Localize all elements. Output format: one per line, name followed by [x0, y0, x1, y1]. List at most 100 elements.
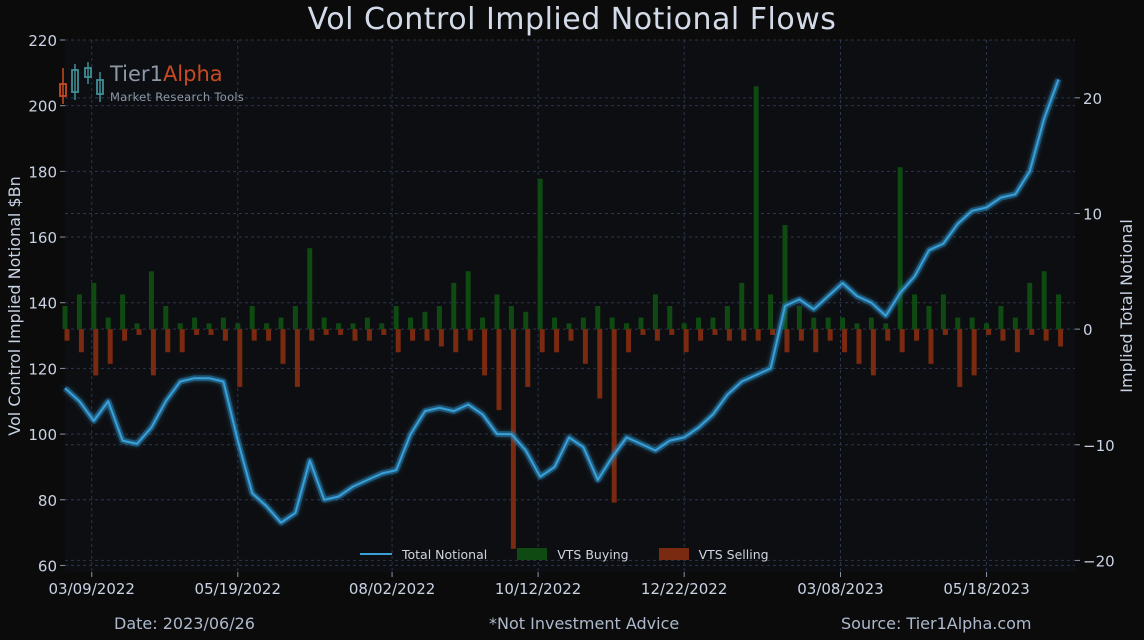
- buying-bar: [652, 294, 658, 330]
- flow-bars: [62, 86, 1064, 549]
- selling-bar: [410, 329, 416, 341]
- selling-bar: [309, 329, 315, 341]
- y-tick-label: 200: [28, 98, 57, 116]
- selling-bar: [626, 329, 632, 353]
- selling-bar: [194, 329, 200, 335]
- buying-bar: [624, 323, 630, 330]
- buying-bar: [969, 317, 975, 330]
- buying-bar: [76, 294, 82, 330]
- selling-bar: [856, 329, 862, 364]
- buying-bar: [105, 317, 111, 330]
- buying-bar: [264, 323, 270, 330]
- selling-bar: [467, 329, 473, 341]
- buying-bar: [379, 323, 385, 330]
- legend-label-selling: VTS Selling: [698, 546, 769, 562]
- buying-bar: [537, 178, 543, 330]
- selling-bar: [352, 329, 358, 341]
- buying-bar: [336, 323, 342, 330]
- axis-ticks: 60 80 100 120 140 160 180 200 220 −20 −10 0 10 20 03/0…: [28, 32, 1114, 598]
- buying-bar: [998, 306, 1004, 330]
- buying-bar: [926, 306, 932, 330]
- selling-bar: [1000, 329, 1006, 341]
- buying-bar: [62, 306, 68, 330]
- y-tick-label: 60: [38, 557, 57, 575]
- footer-date: Date: 2023/06/26: [114, 614, 255, 633]
- legend-buying-swatch: [517, 548, 548, 560]
- buying-bar: [307, 248, 313, 330]
- y-tick-label: 120: [28, 360, 57, 378]
- buying-bar: [782, 225, 788, 330]
- legend: Total Notional VTS Buying VTS Selling: [360, 543, 799, 565]
- buying-bar: [681, 323, 687, 330]
- logo-name-part1: Tier1: [110, 62, 163, 86]
- legend-label-total: Total Notional: [402, 546, 488, 562]
- buying-bar: [710, 317, 716, 330]
- y2-tick-label: 0: [1083, 321, 1093, 339]
- buying-bar: [984, 323, 990, 330]
- logo-name-part2: Alpha: [162, 62, 223, 86]
- buying-bar: [220, 317, 226, 330]
- selling-bar: [1058, 329, 1064, 347]
- buying-bar: [480, 317, 486, 330]
- selling-bar: [683, 329, 689, 353]
- selling-bar: [280, 329, 286, 364]
- selling-bar: [813, 329, 819, 353]
- buying-bar: [408, 317, 414, 330]
- selling-bar: [640, 329, 646, 335]
- selling-bar: [971, 329, 977, 376]
- selling-bar: [93, 329, 99, 376]
- selling-bar: [770, 329, 776, 335]
- chart-title: Vol Control Implied Notional Flows: [307, 2, 837, 37]
- selling-bar: [222, 329, 228, 341]
- buying-bar: [192, 317, 198, 330]
- logo-name: Tier1Alpha: [110, 62, 223, 86]
- legend-label-buying: VTS Buying: [557, 546, 629, 562]
- x-tick-label: 03/08/2023: [797, 580, 883, 598]
- tier1alpha-logo: Tier1Alpha Market Research Tools: [58, 62, 258, 108]
- buying-bar: [796, 306, 802, 330]
- x-tick-label: 12/22/2022: [641, 580, 727, 598]
- y-tick-label: 100: [28, 426, 57, 444]
- y-tick-label: 160: [28, 229, 57, 247]
- selling-bar: [323, 329, 329, 335]
- buying-bar: [955, 317, 961, 330]
- selling-bar: [885, 329, 891, 341]
- y-tick-label: 140: [28, 295, 57, 313]
- legend-item-buying: VTS Buying: [517, 546, 629, 562]
- buying-bar: [91, 282, 97, 330]
- selling-bar: [208, 329, 214, 335]
- selling-bar: [928, 329, 934, 364]
- buying-bar: [177, 323, 183, 330]
- footer-source: Source: Tier1Alpha.com: [841, 614, 1032, 633]
- selling-bar: [453, 329, 459, 353]
- selling-bar: [568, 329, 574, 341]
- selling-bar: [957, 329, 963, 387]
- y2-tick-label: 20: [1083, 90, 1102, 108]
- selling-bar: [986, 329, 992, 335]
- selling-bar: [179, 329, 185, 353]
- buying-bar: [364, 317, 370, 330]
- buying-bar: [163, 306, 169, 330]
- buying-bar: [1056, 294, 1062, 330]
- buying-bar: [840, 317, 846, 330]
- buying-bar: [494, 294, 500, 330]
- selling-bar: [597, 329, 603, 399]
- selling-bar: [78, 329, 84, 353]
- buying-bar: [465, 271, 471, 330]
- footer-disclaimer: *Not Investment Advice: [489, 614, 680, 633]
- buying-bar: [552, 317, 558, 330]
- buying-bar: [508, 306, 514, 330]
- buying-bar: [883, 323, 889, 330]
- buying-bar: [350, 323, 356, 330]
- buying-bar: [825, 317, 831, 330]
- y2-tick-label: −10: [1083, 437, 1115, 455]
- selling-bar: [914, 329, 920, 341]
- selling-bar: [827, 329, 833, 341]
- x-tick-label: 05/18/2023: [943, 580, 1029, 598]
- y2-tick-label: −20: [1083, 552, 1115, 570]
- buying-bar: [393, 306, 399, 330]
- buying-bar: [580, 317, 586, 330]
- buying-bar: [854, 323, 860, 330]
- buying-bar: [739, 282, 745, 330]
- legend-selling-swatch: [658, 548, 689, 560]
